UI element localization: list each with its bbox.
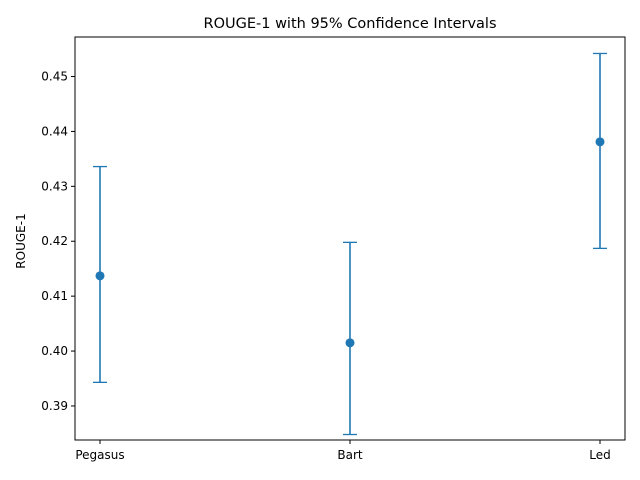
axes-frame (74, 36, 626, 441)
y-axis-label: ROUGE-1 (14, 213, 28, 268)
x-tick-label: Led (589, 448, 610, 462)
series-rouge1 (93, 52, 607, 436)
y-tick-label: 0.43 (41, 179, 68, 193)
data-point (95, 271, 105, 281)
y-tick-label: 0.42 (41, 234, 68, 248)
y-tick-label: 0.44 (41, 124, 68, 138)
data-point (345, 338, 355, 348)
y-tick-label: 0.45 (41, 70, 68, 84)
x-tick-label: Pegasus (75, 448, 124, 462)
x-axis: Pegasus Bart Led (75, 440, 611, 462)
y-axis: 0.39 0.40 0.41 0.42 0.43 0.44 0.45 (41, 70, 75, 413)
y-tick-label: 0.40 (41, 344, 68, 358)
data-point (595, 137, 605, 147)
chart-title: ROUGE-1 with 95% Confidence Intervals (204, 16, 497, 32)
error-bar-pegasus (93, 165, 107, 384)
y-tick-label: 0.41 (41, 289, 68, 303)
y-tick-label: 0.39 (41, 399, 68, 413)
error-bar-led (593, 52, 607, 250)
x-tick-label: Bart (337, 448, 363, 462)
error-bar-bart (343, 241, 357, 436)
